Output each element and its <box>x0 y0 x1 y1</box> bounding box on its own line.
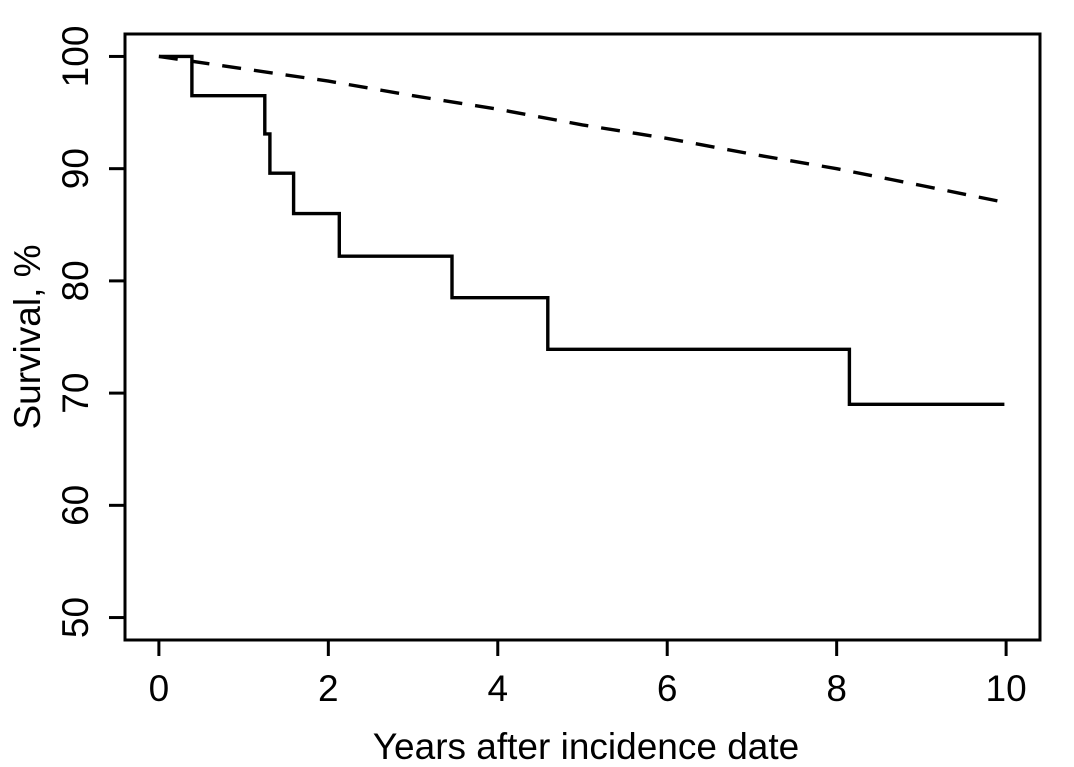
expected-survival-curve <box>158 54 1005 204</box>
x-tick-label: 0 <box>149 668 170 709</box>
y-tick-label: 100 <box>55 26 96 88</box>
y-tick-label: 60 <box>55 485 96 526</box>
y-tick-label: 90 <box>55 148 96 189</box>
observed-survival-curve <box>158 54 1005 406</box>
x-axis-title: Years after incidence date <box>373 726 799 767</box>
y-tick-label: 70 <box>55 373 96 414</box>
y-axis-title: Survival, % <box>7 244 48 429</box>
x-tick-label: 6 <box>657 668 678 709</box>
x-tick-label: 4 <box>487 668 508 709</box>
x-tick-label: 8 <box>826 668 847 709</box>
x-tick-label: 2 <box>318 668 339 709</box>
y-tick-label: 80 <box>55 260 96 301</box>
x-tick-label: 10 <box>986 668 1027 709</box>
y-tick-label: 50 <box>55 597 96 638</box>
plot-frame <box>123 32 1042 642</box>
